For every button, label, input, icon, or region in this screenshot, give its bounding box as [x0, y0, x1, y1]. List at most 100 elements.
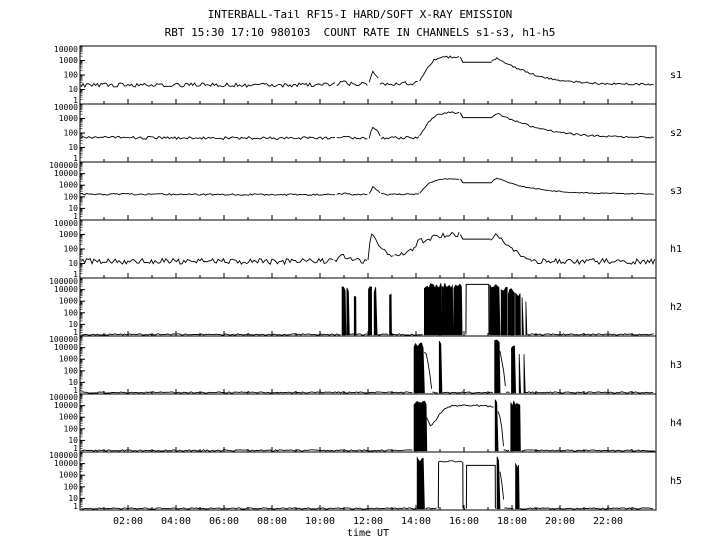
- y-tick-label: 1000: [59, 297, 78, 306]
- y-tick-label: 10000: [54, 401, 78, 410]
- series-noisy: [432, 391, 438, 394]
- series-band: [494, 399, 499, 452]
- series-band: [341, 286, 347, 336]
- series-band: [515, 463, 520, 510]
- y-tick-label: 1000: [59, 114, 78, 123]
- series-band: [368, 286, 373, 336]
- series-band: [453, 283, 463, 336]
- panel-h1: 1 10 100 1000 10000 h1: [54, 219, 682, 279]
- series-noisy: [368, 126, 381, 139]
- series-noisy: [503, 449, 510, 452]
- series-noisy: [368, 70, 379, 83]
- y-tick-label: 10: [68, 320, 78, 329]
- panel-frame: [79, 393, 657, 453]
- y-tick-label: 100: [64, 308, 79, 317]
- series-band: [346, 287, 350, 336]
- y-tick-label: 1000: [59, 56, 78, 65]
- series-band: [500, 286, 508, 336]
- y-tick-label: 10000: [54, 285, 78, 294]
- y-tick-label: 1: [73, 386, 78, 395]
- series-noisy: [491, 57, 654, 86]
- series-band: [373, 286, 378, 336]
- series-band: [438, 341, 443, 394]
- panel-frame: [79, 335, 657, 395]
- channel-label-h2: h2: [670, 302, 682, 313]
- y-tick-label: 100000: [49, 161, 78, 170]
- series-noisy: [368, 185, 381, 194]
- series-noisy: [80, 82, 336, 89]
- series-line: [459, 112, 492, 119]
- y-tick-label: 10000: [54, 45, 78, 54]
- channel-label-s3: s3: [670, 186, 682, 197]
- series-noisy: [381, 193, 419, 196]
- series-noisy: [491, 177, 654, 195]
- series-noisy: [497, 411, 504, 447]
- panel-s1: 1 10 100 1000 10000 s1: [54, 45, 682, 105]
- page-subtitle: RBT 15:30 17:10 980103 COUNT RATE IN CHA…: [164, 26, 556, 39]
- y-tick-label: 100: [64, 366, 79, 375]
- y-tick-label: 100: [64, 192, 79, 201]
- series-noisy: [532, 257, 656, 266]
- series-band: [413, 342, 425, 394]
- x-tick-label: 16:00: [449, 516, 479, 527]
- series-noisy: [80, 257, 334, 266]
- series-noisy: [419, 178, 460, 194]
- y-tick-label: 100000: [49, 277, 78, 286]
- series-band: [496, 456, 501, 510]
- series-band: [416, 456, 425, 510]
- y-tick-label: 10000: [54, 169, 78, 178]
- y-tick-label: 1: [73, 96, 78, 105]
- y-tick-label: 10000: [54, 103, 78, 112]
- y-tick-label: 10: [68, 378, 78, 387]
- y-tick-label: 100000: [49, 393, 78, 402]
- y-tick-label: 1: [73, 444, 78, 453]
- y-tick-label: 10: [68, 143, 78, 152]
- series-noisy: [80, 135, 336, 141]
- series-noisy: [379, 80, 418, 86]
- x-tick-label: 20:00: [545, 516, 575, 527]
- y-tick-label: 1: [73, 502, 78, 511]
- page-title: INTERBALL-Tail RF15-I HARD/SOFT X-RAY EM…: [207, 8, 513, 21]
- series-noisy: [394, 231, 460, 257]
- series-band: [441, 282, 454, 336]
- x-tick-label: 06:00: [209, 516, 239, 527]
- series-noisy: [499, 350, 506, 387]
- channel-label-h1: h1: [670, 244, 682, 255]
- series-line: [465, 464, 496, 509]
- x-tick-label: 04:00: [161, 516, 191, 527]
- y-tick-label: 10: [68, 204, 78, 213]
- y-tick-label: 100000: [49, 451, 78, 460]
- series-band: [525, 301, 528, 336]
- channel-label-h4: h4: [670, 418, 682, 429]
- y-tick-label: 1: [73, 270, 78, 279]
- y-tick-label: 1: [73, 328, 78, 337]
- series-band: [413, 400, 428, 452]
- series-band: [521, 297, 524, 336]
- series-noisy: [419, 55, 460, 82]
- y-tick-label: 100: [64, 482, 79, 491]
- series-line: [459, 178, 492, 184]
- series-band: [510, 400, 521, 452]
- series-noisy: [391, 333, 423, 336]
- panel-frame: [79, 161, 657, 221]
- series-noisy: [334, 253, 368, 264]
- y-tick-label: 1000: [59, 230, 78, 239]
- series-noisy: [81, 449, 413, 452]
- series-noisy: [426, 404, 494, 427]
- series-band: [511, 345, 517, 394]
- series-noisy: [81, 333, 341, 336]
- y-tick-label: 10: [68, 494, 78, 503]
- y-tick-label: 1000: [59, 355, 78, 364]
- series-noisy: [463, 507, 466, 510]
- series-noisy: [336, 192, 368, 196]
- channel-label-s2: s2: [670, 128, 682, 139]
- series-band: [518, 353, 522, 394]
- y-tick-label: 100000: [49, 335, 78, 344]
- series-noisy: [367, 233, 394, 261]
- series-noisy: [81, 192, 336, 196]
- panel-s2: 1 10 100 1000 10000 s2: [54, 103, 682, 163]
- series-noisy: [419, 111, 460, 137]
